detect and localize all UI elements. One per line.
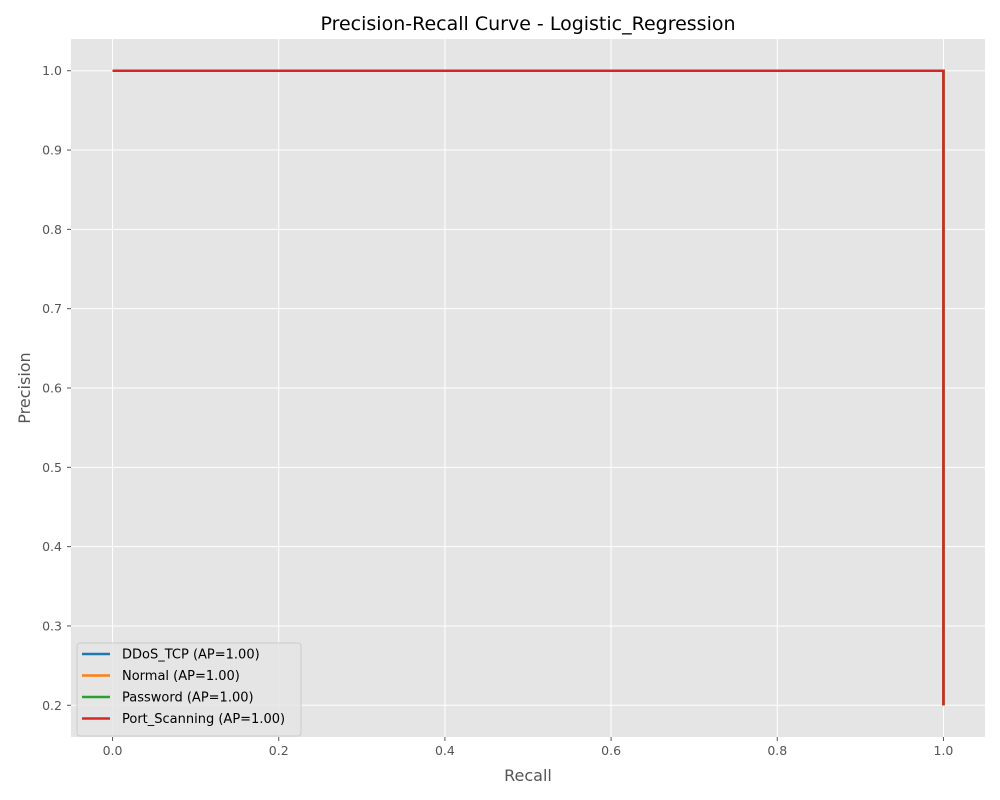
axis-ticks: 0.0 0.2 0.4 0.6 0.8 1.0 0.2 0.3 0.4 0.5 0.6 0.7 0.8 0…	[42, 63, 953, 758]
y-tick-label: 0.7	[42, 301, 62, 316]
legend-entry-label: Port_Scanning (AP=1.00)	[122, 712, 285, 727]
x-tick-label: 0.4	[435, 743, 455, 758]
legend-entry-label: Normal (AP=1.00)	[122, 669, 240, 684]
x-tick-label: 0.2	[269, 743, 289, 758]
x-tick-label: 0.0	[103, 743, 123, 758]
y-tick-label: 0.4	[42, 539, 62, 554]
y-tick-label: 0.5	[42, 460, 62, 475]
y-tick-label: 0.8	[42, 222, 62, 237]
series-line	[112, 69, 945, 706]
legend: DDoS_TCP (AP=1.00) Normal (AP=1.00) Passwo…	[76, 642, 302, 737]
legend-entry-label: Password (AP=1.00)	[122, 691, 254, 706]
y-tick-label: 0.9	[42, 143, 62, 158]
y-tick-label: 0.3	[42, 618, 62, 633]
series-lines	[112, 69, 945, 706]
y-axis-label: Precision	[15, 352, 34, 423]
y-tick-label: 1.0	[42, 63, 62, 78]
y-tick-label: 0.6	[42, 381, 62, 396]
y-tick-label: 0.2	[42, 698, 62, 713]
x-tick-label: 0.6	[601, 743, 621, 758]
x-tick-label: 1.0	[934, 743, 954, 758]
x-tick-label: 0.8	[767, 743, 787, 758]
x-axis-label: Recall	[504, 766, 552, 785]
legend-box	[76, 642, 302, 737]
chart-title: Precision-Recall Curve - Logistic_Regres…	[320, 13, 735, 35]
legend-entry-label: DDoS_TCP (AP=1.00)	[122, 648, 260, 663]
